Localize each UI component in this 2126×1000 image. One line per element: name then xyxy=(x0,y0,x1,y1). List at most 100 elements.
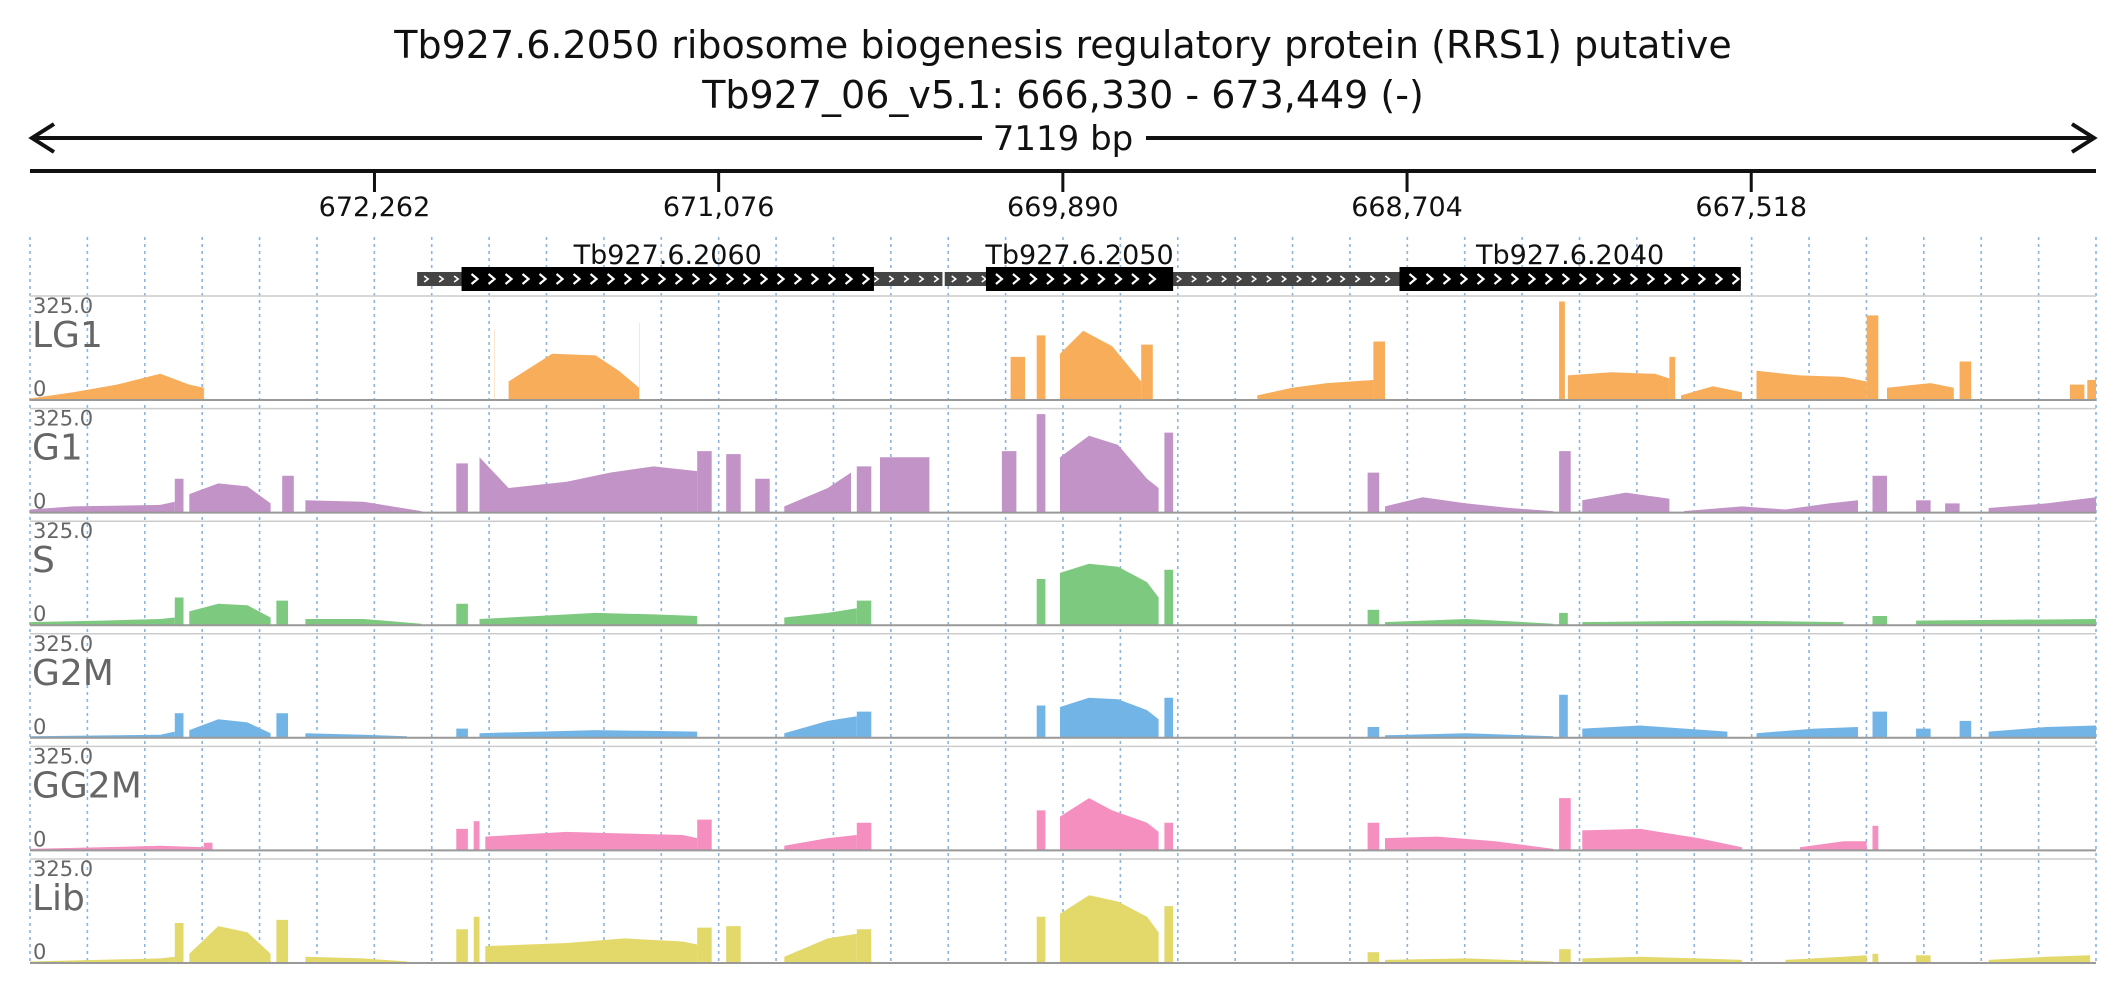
ruler-tick-label: 668,704 xyxy=(1351,192,1463,223)
cds-strand-arrows xyxy=(995,273,1157,285)
coverage-area xyxy=(485,938,698,963)
coverage-area xyxy=(1164,569,1174,626)
coverage-area xyxy=(1367,727,1380,738)
coverage-area xyxy=(1060,330,1142,400)
ruler-tick-label: 671,076 xyxy=(663,192,775,223)
coverage-area xyxy=(1681,386,1742,400)
coverage-area xyxy=(697,927,712,963)
coverage-area xyxy=(1367,952,1380,963)
ruler-tick-label: 669,890 xyxy=(1007,192,1119,223)
coverage-area xyxy=(174,597,184,626)
coverage-area xyxy=(856,711,872,738)
coverage-area xyxy=(1756,370,1867,400)
coverage-area xyxy=(1060,697,1159,738)
coverage-area xyxy=(1060,563,1159,626)
track-ymax-label: 325.0 xyxy=(33,744,93,768)
track-ymax-label: 325.0 xyxy=(33,294,93,318)
track-ymax-label: 325.0 xyxy=(33,632,93,656)
coverage-area xyxy=(1367,822,1380,851)
coverage-area xyxy=(1559,301,1565,400)
gene-Tb927.6.2060[interactable]: Tb927.6.2060 xyxy=(417,240,943,291)
track-ymax-label: 325.0 xyxy=(33,407,93,431)
coverage-area xyxy=(726,926,741,963)
coverage-area xyxy=(1916,500,1931,513)
coverage-area xyxy=(305,619,422,626)
coverage-area xyxy=(1872,825,1879,851)
coverage-area xyxy=(1988,497,2096,513)
track-name-label: S xyxy=(32,540,55,581)
coverage-area xyxy=(1060,895,1159,963)
gene-label: Tb927.6.2050 xyxy=(984,240,1173,271)
coverage-area xyxy=(1785,955,1867,963)
gene-title: Tb927.6.2050 ribosome biogenesis regulat… xyxy=(393,23,1731,67)
coverage-area xyxy=(1060,798,1159,851)
coverage-area xyxy=(1036,810,1046,851)
coverage-area xyxy=(697,451,712,513)
coverage-area xyxy=(1683,500,1858,513)
coverage-area xyxy=(189,719,271,738)
coverage-area xyxy=(1036,335,1046,400)
coverage-area xyxy=(276,919,288,963)
arrow-right-icon xyxy=(2070,122,2098,154)
coverage-area xyxy=(1582,956,1742,963)
coverage-area xyxy=(1367,609,1380,626)
coverage-area xyxy=(189,603,271,626)
coverage-area xyxy=(479,730,698,738)
coverage-area xyxy=(1385,958,1554,963)
coverage-area xyxy=(479,457,698,513)
coverage-area xyxy=(282,475,294,513)
coverage-area xyxy=(1559,612,1568,626)
coverage-area xyxy=(1385,619,1554,626)
gene-cds xyxy=(985,267,1174,291)
ruler-tick-label: 672,262 xyxy=(319,192,431,223)
coverage-area xyxy=(784,608,857,626)
coverage-area xyxy=(1141,344,1153,400)
coverage-area xyxy=(1872,953,1879,963)
coverage-area xyxy=(1036,916,1046,963)
coverage-area xyxy=(1036,414,1046,513)
coverage-area xyxy=(784,933,857,963)
coverage-area xyxy=(880,457,930,513)
coverage-tracks: 325.0LG10325.0G10325.0S0325.0G2M0325.0GG… xyxy=(30,294,2096,964)
coverage-area xyxy=(30,956,175,963)
track-ymax-label: 325.0 xyxy=(33,857,93,881)
coverage-area xyxy=(784,716,857,738)
coverage-area xyxy=(1916,728,1931,738)
coverage-area xyxy=(1582,725,1728,738)
coverage-area xyxy=(755,478,770,513)
track-name-label: G2M xyxy=(32,653,114,694)
coverage-area xyxy=(1257,380,1374,400)
coverage-area xyxy=(856,466,872,513)
coverage-area xyxy=(1669,356,1676,400)
coverage-area xyxy=(456,828,468,851)
gene-label: Tb927.6.2040 xyxy=(1475,240,1664,271)
gene-Tb927.6.2050[interactable]: Tb927.6.2050 xyxy=(944,240,1345,291)
track-ymin-label: 0 xyxy=(33,827,46,851)
coverage-area xyxy=(1582,828,1742,851)
coverage-area xyxy=(305,500,422,513)
gene-label: Tb927.6.2060 xyxy=(573,240,762,271)
track-ymin-label: 0 xyxy=(33,715,46,739)
coverage-area xyxy=(1582,492,1670,513)
span-arrow: 7119 bp xyxy=(28,119,2098,159)
coverage-area xyxy=(1916,619,2096,626)
coverage-area xyxy=(1373,341,1385,400)
cds-strand-arrows xyxy=(470,273,871,285)
coverage-area xyxy=(1988,955,2091,963)
coverage-area xyxy=(305,733,407,738)
gene-Tb927.6.2040[interactable]: Tb927.6.2040 xyxy=(1333,240,1741,291)
coverage-area xyxy=(1164,432,1174,513)
coverage-area xyxy=(276,713,288,738)
coverage-area xyxy=(30,501,175,513)
coverage-area xyxy=(726,454,741,513)
coverage-area xyxy=(1060,435,1159,513)
coverage-area xyxy=(456,463,468,513)
track-ymin-label: 0 xyxy=(33,602,46,626)
coverage-area xyxy=(2069,384,2085,400)
coverage-area xyxy=(1945,503,1960,513)
coverage-area xyxy=(2087,380,2096,400)
track-ymin-label: 0 xyxy=(33,490,46,514)
